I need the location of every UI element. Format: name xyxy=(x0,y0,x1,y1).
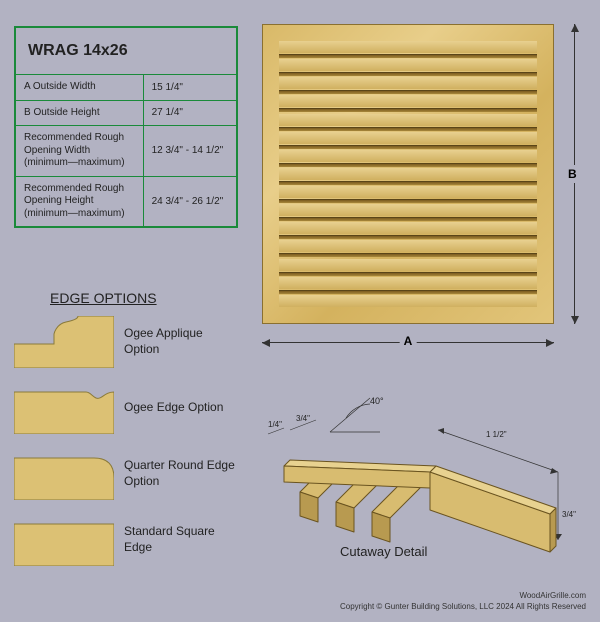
grille-slat-gap xyxy=(279,259,537,271)
grille-slat-gap xyxy=(279,240,537,252)
grille-slat-gap xyxy=(279,41,537,53)
edge-option-label: Ogee Applique Option xyxy=(114,326,238,357)
grille-slat xyxy=(279,127,537,131)
dim-three-quarter-2: 3/4" xyxy=(562,510,576,519)
spec-label: A Outside Width xyxy=(16,75,144,100)
grille-slat-gap xyxy=(279,150,537,162)
footer-copyright: Copyright © Gunter Building Solutions, L… xyxy=(340,602,586,612)
cutaway-diagram: 40° 1/4" 3/4" 1 1/2" 3/4" Cutaway Detail xyxy=(260,392,580,592)
grille-slat xyxy=(279,290,537,294)
grille-slat-gap xyxy=(279,114,537,126)
grille-slat xyxy=(279,163,537,167)
grille-slats xyxy=(279,41,537,307)
grille-slat xyxy=(279,108,537,112)
edge-option: Quarter Round Edge Option xyxy=(14,444,238,504)
dimension-a-label: A xyxy=(400,334,417,348)
ogee-edge-icon xyxy=(14,382,114,434)
grille-slat xyxy=(279,90,537,94)
grille-slat-gap xyxy=(279,59,537,71)
grille-slat-gap xyxy=(279,95,537,107)
edge-option-label: Quarter Round Edge Option xyxy=(114,458,238,489)
grille-slat xyxy=(279,181,537,185)
footer: WoodAirGrille.com Copyright © Gunter Bui… xyxy=(340,591,586,612)
edge-option: Ogee Applique Option xyxy=(14,312,238,372)
spec-row: Recommended Rough Opening Width (minimum… xyxy=(16,126,236,177)
grille-slat-gap xyxy=(279,204,537,216)
spec-value: 27 1/4" xyxy=(144,101,236,126)
spec-value: 12 3/4" - 14 1/2" xyxy=(144,126,236,176)
spec-table: WRAG 14x26 A Outside Width 15 1/4" B Out… xyxy=(14,26,238,228)
grille-slat-gap xyxy=(279,77,537,89)
dimension-b-label: B xyxy=(566,165,579,183)
footer-site: WoodAirGrille.com xyxy=(340,591,586,601)
grille-slat xyxy=(279,217,537,221)
grille-slat xyxy=(279,253,537,257)
dimension-a: A xyxy=(262,332,554,356)
edge-options-title: EDGE OPTIONS xyxy=(50,290,157,306)
grille-slat-gap xyxy=(279,222,537,234)
grille-slat xyxy=(279,272,537,276)
grille-slat-gap xyxy=(279,186,537,198)
dim-one-half: 1 1/2" xyxy=(486,430,507,439)
spec-label: Recommended Rough Opening Height (minimu… xyxy=(16,177,144,227)
grille-slat xyxy=(279,199,537,203)
spec-title: WRAG 14x26 xyxy=(16,28,236,75)
grille-slat-gap xyxy=(279,277,537,289)
angle-label: 40° xyxy=(370,396,384,406)
dimension-b: B xyxy=(562,24,588,324)
spec-row: Recommended Rough Opening Height (minimu… xyxy=(16,177,236,227)
grille-slat-gap xyxy=(279,168,537,180)
grille-slat-gap xyxy=(279,295,537,307)
edge-option: Standard Square Edge xyxy=(14,510,238,570)
dim-three-quarter: 3/4" xyxy=(296,414,310,423)
edge-option: Ogee Edge Option xyxy=(14,378,238,438)
square-edge-icon xyxy=(14,514,114,566)
grille-diagram xyxy=(262,24,554,324)
ogee-applique-icon xyxy=(14,316,114,368)
edge-option-label: Ogee Edge Option xyxy=(114,400,223,416)
edge-option-label: Standard Square Edge xyxy=(114,524,238,555)
cutaway-label: Cutaway Detail xyxy=(340,544,427,559)
edge-options-list: Ogee Applique Option Ogee Edge Option Qu… xyxy=(14,312,238,576)
spec-row: A Outside Width 15 1/4" xyxy=(16,75,236,101)
spec-row: B Outside Height 27 1/4" xyxy=(16,101,236,127)
spec-label: Recommended Rough Opening Width (minimum… xyxy=(16,126,144,176)
spec-label: B Outside Height xyxy=(16,101,144,126)
grille-slat xyxy=(279,54,537,58)
grille-slat xyxy=(279,72,537,76)
grille-slat xyxy=(279,145,537,149)
spec-value: 15 1/4" xyxy=(144,75,236,100)
spec-value: 24 3/4" - 26 1/2" xyxy=(144,177,236,227)
grille-slat xyxy=(279,235,537,239)
grille-slat-gap xyxy=(279,132,537,144)
quarter-round-icon xyxy=(14,448,114,500)
dim-quarter: 1/4" xyxy=(268,420,282,429)
